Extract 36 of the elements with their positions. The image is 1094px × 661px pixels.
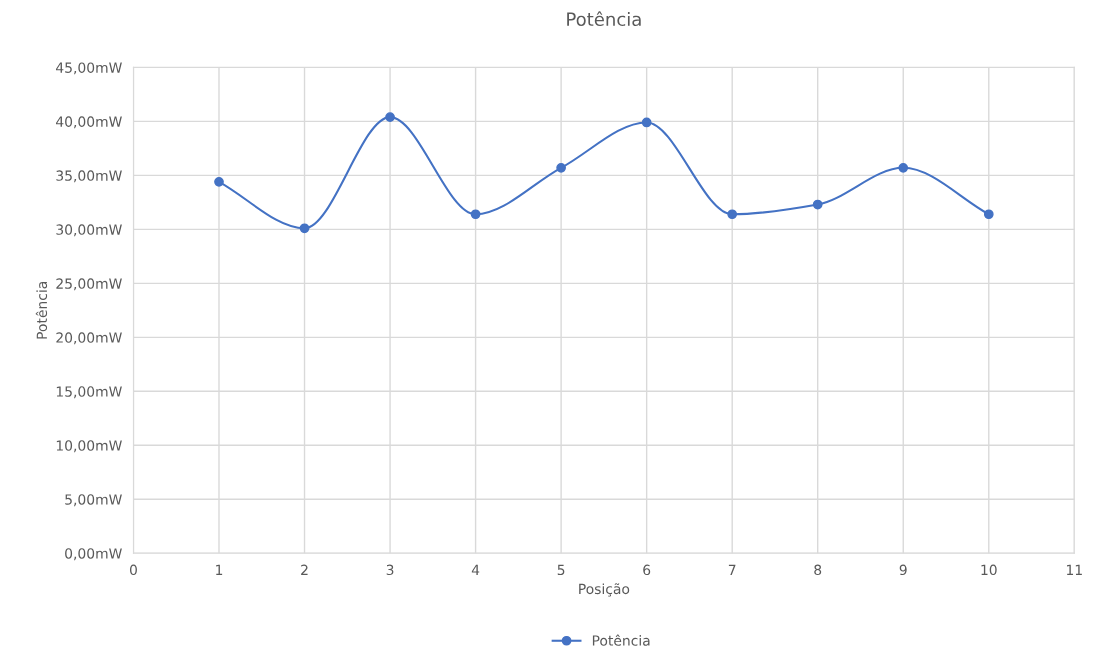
y-tick-label: 20,00mW: [56, 332, 122, 345]
chart-title: Potência: [567, 11, 641, 27]
y-tick-label: 45,00mW: [56, 62, 122, 75]
x-tick-label: 10: [981, 564, 997, 576]
x-tick-label: 2: [301, 564, 308, 575]
point: [556, 162, 566, 173]
point: [898, 162, 909, 173]
y-tick-label: 25,00mW: [56, 278, 122, 291]
x-tick-label: 8: [814, 564, 822, 576]
y-tick-label: 5,00mW: [65, 494, 122, 507]
point: [983, 209, 994, 220]
y-tick-label: 35,00mW: [56, 170, 122, 183]
point: [214, 177, 224, 187]
point: [812, 199, 823, 210]
point: [470, 209, 481, 220]
x-tick-label: 3: [386, 564, 394, 576]
x-tick-label: 5: [557, 564, 565, 576]
y-tick-label: 40,00mW: [56, 116, 122, 129]
x-tick-label: 1: [216, 564, 223, 575]
point: [385, 112, 395, 122]
y-tick-label: 10,00mW: [56, 440, 122, 453]
y-tick-label: 15,00mW: [56, 386, 122, 399]
x-tick-label: 4: [471, 564, 480, 575]
x-tick-label: 0: [129, 564, 137, 576]
point: [727, 209, 738, 220]
legend-label: Potência: [592, 634, 650, 646]
x-tick-label: 6: [643, 564, 651, 576]
x-axis-title: Posição: [579, 583, 630, 597]
point: [641, 117, 652, 128]
x-tick-label: 7: [728, 564, 736, 575]
point: [299, 223, 310, 234]
x-tick-label: 11: [1067, 564, 1082, 575]
y-tick-label: 30,00mW: [56, 224, 122, 237]
y-tick-label: 0,00mW: [65, 548, 122, 561]
x-tick-label: 9: [899, 564, 907, 576]
y-axis-title: Potência: [35, 282, 48, 339]
